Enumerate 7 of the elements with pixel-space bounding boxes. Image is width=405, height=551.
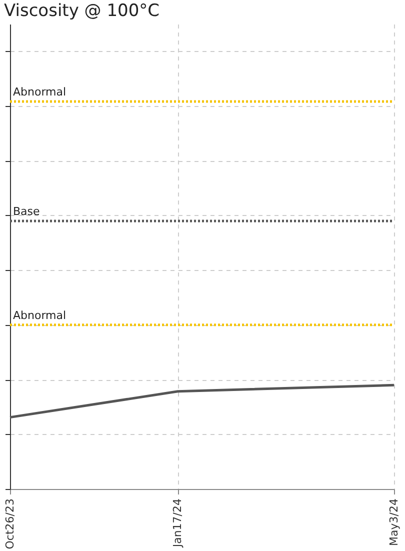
ref-line-label: Base — [13, 204, 40, 218]
x-tick-label: May3/24 — [388, 498, 400, 546]
ref-line-label: Abnormal — [13, 308, 66, 322]
chart-title: Viscosity @ 100°C — [4, 1, 160, 21]
x-tick-label: Oct26/23 — [4, 498, 16, 550]
x-tick-label: Jan17/24 — [171, 498, 184, 548]
ref-line-label: Abnormal — [13, 86, 66, 98]
